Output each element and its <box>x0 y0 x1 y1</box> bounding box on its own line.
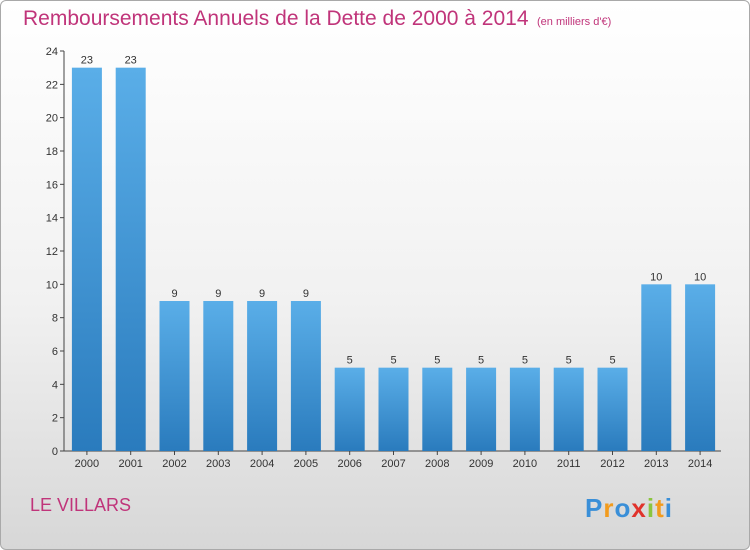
bar-value-label: 5 <box>390 355 396 367</box>
x-tick-label: 2011 <box>557 458 581 470</box>
bar <box>553 367 584 451</box>
bar-value-label: 23 <box>81 55 93 67</box>
bar <box>247 301 278 451</box>
x-tick-label: 2003 <box>206 458 230 470</box>
y-tick-label: 16 <box>46 179 58 191</box>
x-tick-label: 2005 <box>294 458 318 470</box>
y-tick-label: 20 <box>46 113 58 125</box>
bar <box>71 67 102 452</box>
x-tick-label: 2008 <box>425 458 449 470</box>
bar <box>641 284 672 451</box>
bar-value-label: 5 <box>434 355 440 367</box>
unit-label: (en milliers d'€) <box>537 16 612 28</box>
svg-text:Proxiti: Proxiti <box>585 493 673 523</box>
y-tick-label: 18 <box>46 146 58 158</box>
y-tick-label: 10 <box>46 279 58 291</box>
bar-value-label: 10 <box>650 271 662 283</box>
bar-value-label: 5 <box>522 355 528 367</box>
bar-value-label: 9 <box>259 288 265 300</box>
bar-value-label: 10 <box>694 271 706 283</box>
bar-value-label: 9 <box>171 288 177 300</box>
bar-value-label: 5 <box>566 355 572 367</box>
bar-value-label: 9 <box>303 288 309 300</box>
x-tick-label: 2013 <box>644 458 668 470</box>
bar-value-label: 23 <box>125 55 137 67</box>
bar <box>422 367 453 451</box>
bar <box>334 367 365 451</box>
x-tick-label: 2006 <box>337 458 361 470</box>
y-tick-label: 4 <box>52 379 58 391</box>
y-tick-label: 0 <box>52 446 58 458</box>
x-tick-label: 2010 <box>513 458 537 470</box>
bar <box>466 367 497 451</box>
place-name: LE VILLARS <box>30 495 132 515</box>
y-tick-label: 22 <box>46 79 58 91</box>
proxiti-logo: Proxiti <box>585 493 673 523</box>
bar <box>290 301 321 451</box>
bar <box>685 284 716 451</box>
x-tick-label: 2009 <box>469 458 493 470</box>
x-tick-label: 2001 <box>118 458 142 470</box>
bar <box>115 67 146 452</box>
x-tick-label: 2014 <box>688 458 712 470</box>
y-tick-label: 12 <box>46 246 58 258</box>
x-tick-label: 2000 <box>75 458 99 470</box>
bar <box>378 367 409 451</box>
x-tick-label: 2004 <box>250 458 274 470</box>
bar-value-label: 9 <box>215 288 221 300</box>
x-tick-label: 2007 <box>381 458 405 470</box>
x-tick-label: 2012 <box>600 458 624 470</box>
y-tick-label: 14 <box>46 213 58 225</box>
y-tick-label: 8 <box>52 313 58 325</box>
x-tick-label: 2002 <box>162 458 186 470</box>
y-tick-label: 24 <box>46 46 58 58</box>
bar <box>597 367 628 451</box>
y-tick-label: 2 <box>52 413 58 425</box>
bar-value-label: 5 <box>609 355 615 367</box>
bar-value-label: 5 <box>478 355 484 367</box>
bar <box>159 301 190 451</box>
chart-title: Remboursements Annuels de la Dette de 20… <box>23 7 529 30</box>
bar-value-label: 5 <box>347 355 353 367</box>
y-tick-label: 6 <box>52 346 58 358</box>
bar <box>509 367 540 451</box>
bar <box>203 301 234 451</box>
